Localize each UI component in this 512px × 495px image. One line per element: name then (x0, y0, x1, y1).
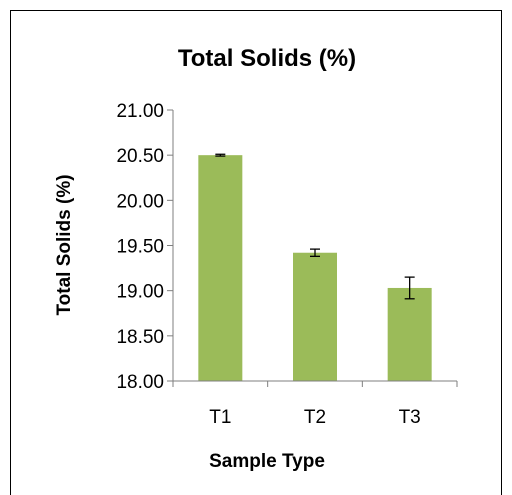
y-axis-title: Total Solids (%) (54, 174, 75, 315)
y-tick-label: 18.50 (116, 327, 164, 348)
bar-t3 (387, 287, 432, 381)
chart-title: Total Solids (%) (178, 45, 356, 72)
error-bar-t1 (215, 153, 226, 157)
x-tick-label: T3 (399, 407, 421, 428)
y-tick-label: 20.50 (116, 146, 164, 167)
x-axis-title: Sample Type (209, 451, 325, 472)
x-tick-label: T2 (304, 407, 326, 428)
error-bar-t2 (310, 248, 320, 257)
error-bars (215, 153, 415, 300)
error-bar-t3 (404, 276, 415, 300)
bar-t1 (198, 155, 243, 381)
y-tick-label: 21.00 (116, 101, 164, 122)
y-tick-label: 19.00 (116, 282, 164, 303)
bars (198, 155, 432, 381)
chart-frame (10, 10, 502, 495)
y-tick-label: 18.00 (116, 372, 164, 393)
y-tick-label: 20.00 (116, 191, 164, 212)
y-tick-label: 19.50 (116, 237, 164, 258)
y-axis: 18.00 18.50 19.00 19.50 20.00 20.50 21.00 (116, 101, 174, 393)
bar-t2 (293, 252, 337, 381)
x-tick-label: T1 (209, 407, 231, 428)
x-axis: T1 T2 T3 (172, 380, 458, 428)
